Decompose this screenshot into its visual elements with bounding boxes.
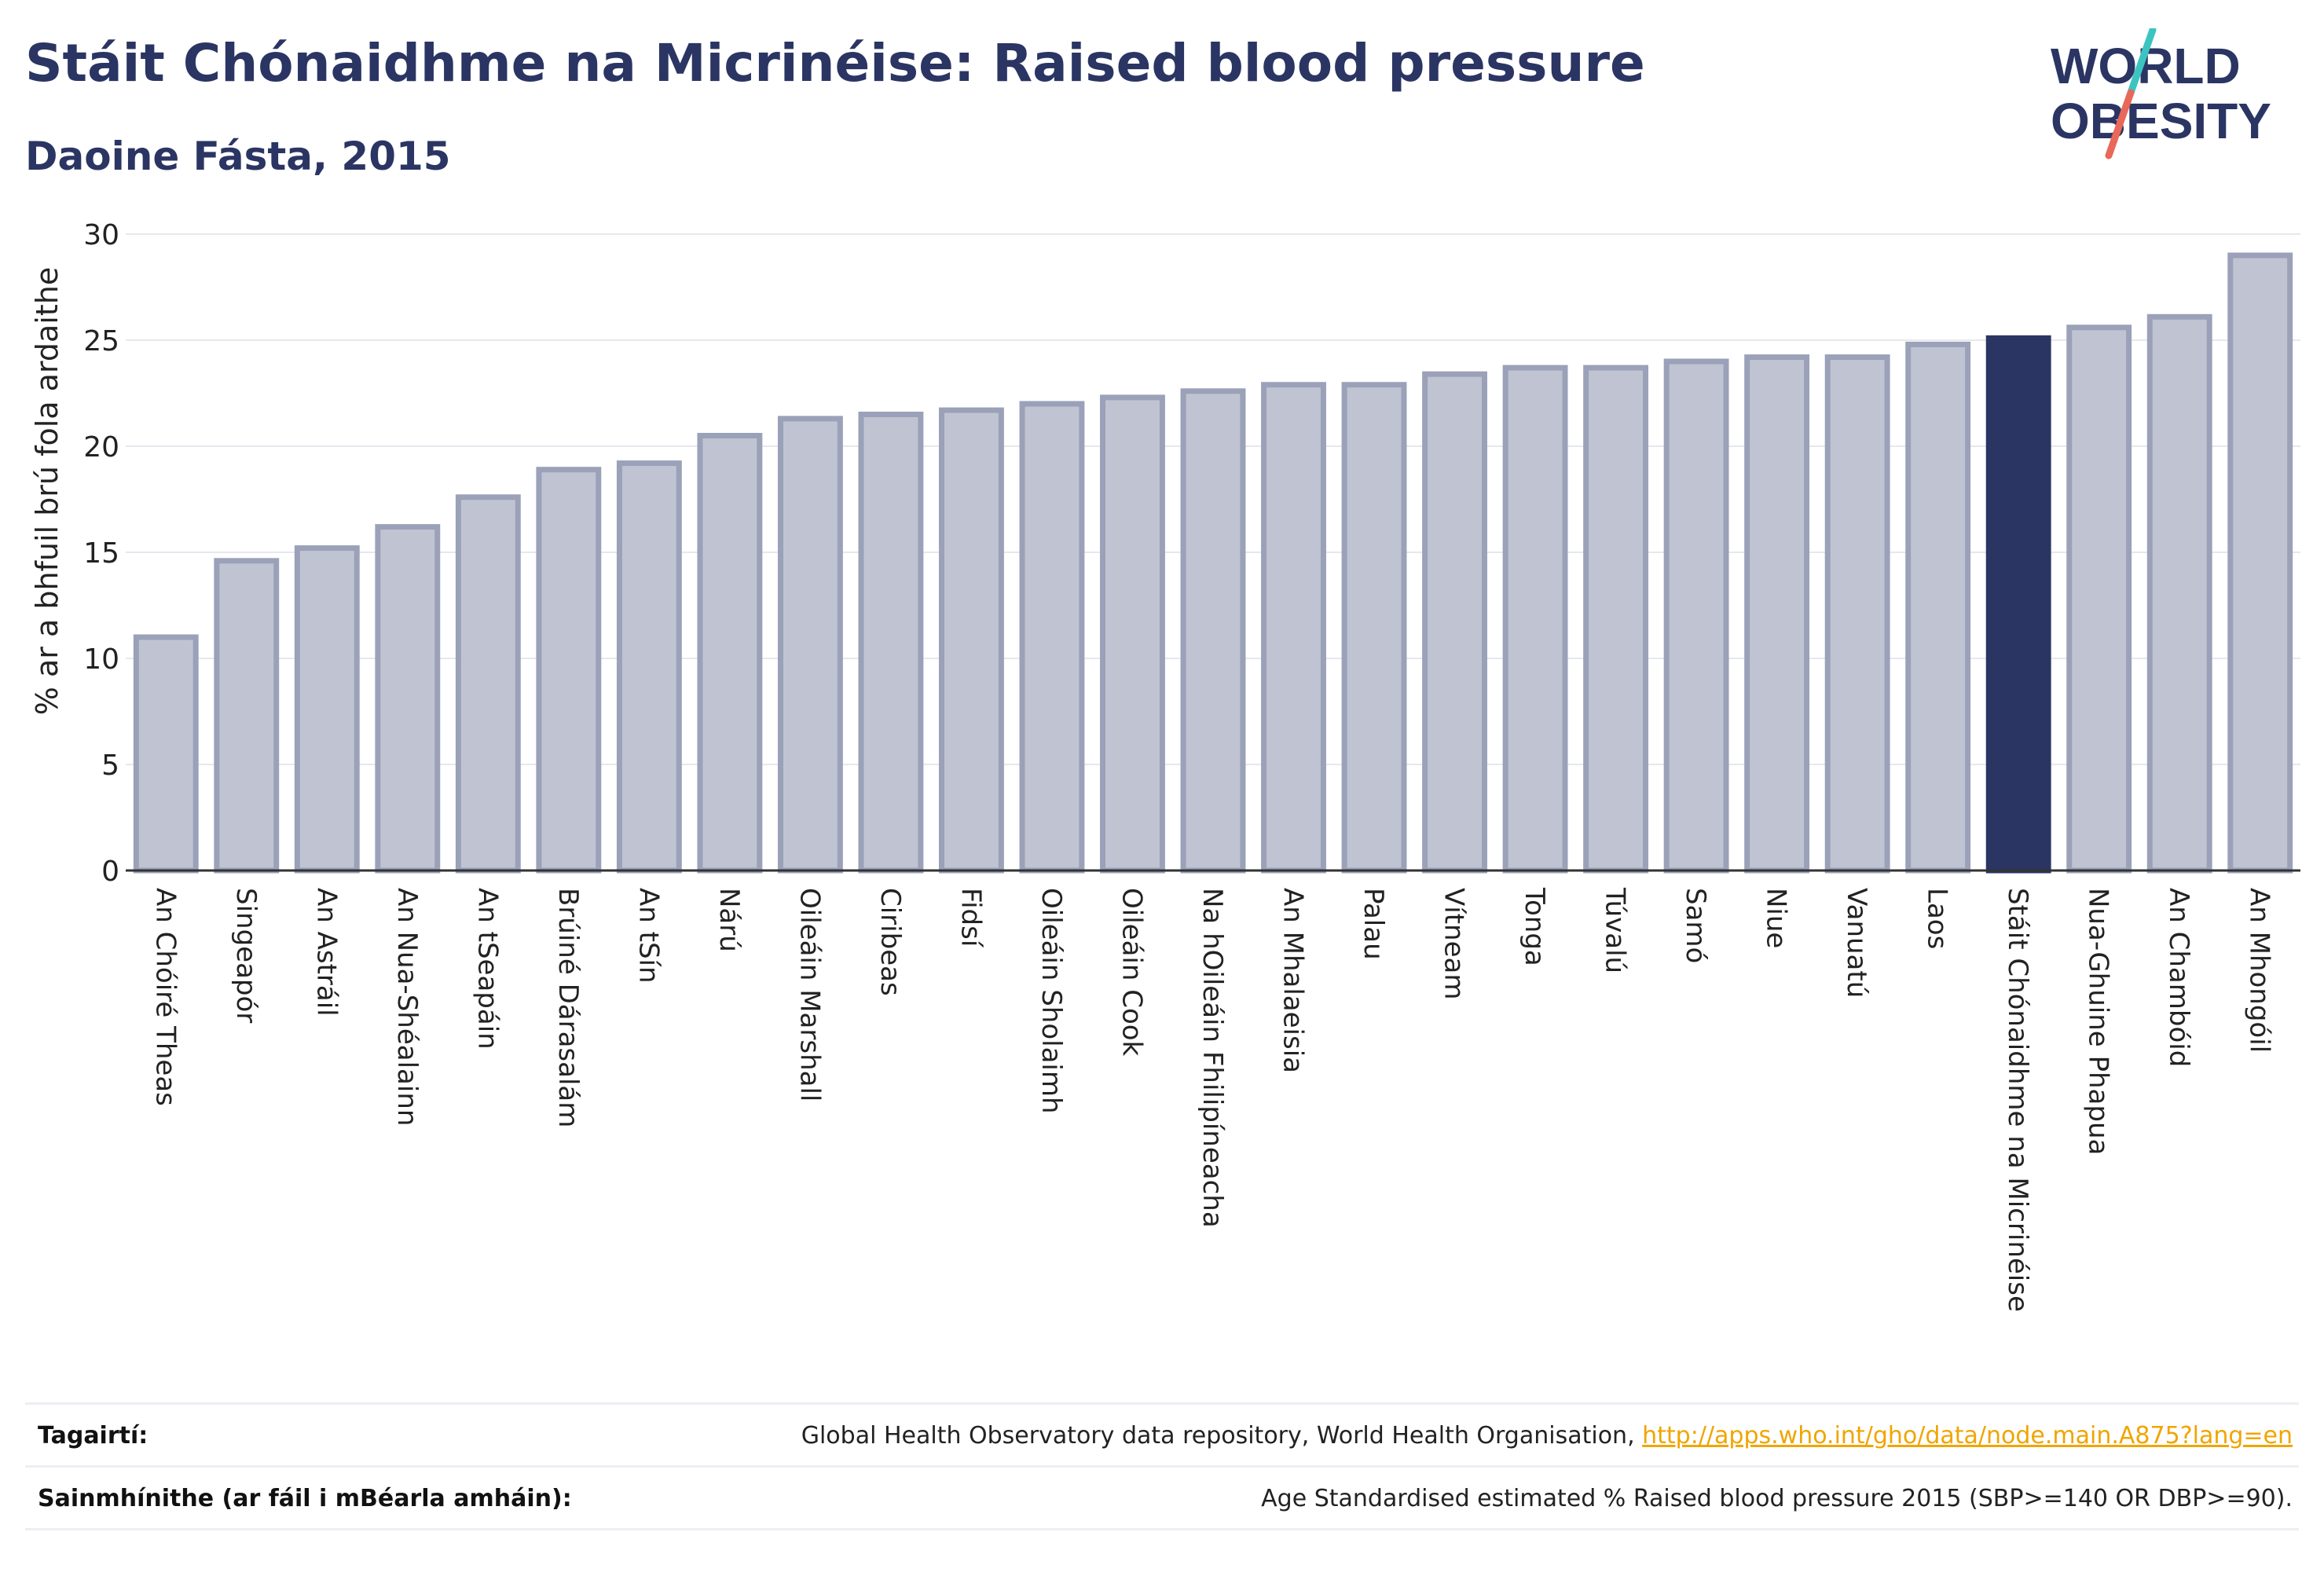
definitions-row: Sainmhínithe (ar fáil i mBéarla amháin):…: [25, 1465, 2299, 1530]
references-link[interactable]: http://apps.who.int/gho/data/node.main.A…: [1642, 1422, 2293, 1450]
x-tick-label: Niue: [1761, 888, 1792, 948]
references-value: Global Health Observatory data repositor…: [801, 1422, 2293, 1450]
x-tick-label: Oileáin Sholaimh: [1036, 888, 1067, 1114]
bar: [1019, 401, 1085, 874]
chart-title: Stáit Chónaidhme na Micrinéise: Raised b…: [25, 33, 1645, 93]
highlight-bar: [1985, 335, 2051, 874]
bar: [133, 634, 199, 874]
y-tick-label: 10: [83, 643, 119, 676]
world-obesity-logo: WORLD OBESITY: [2051, 28, 2271, 159]
x-tick-label: Palau: [1358, 888, 1389, 960]
bar: [1744, 354, 1810, 874]
y-tick-label: 25: [83, 325, 119, 357]
bar: [939, 407, 1004, 874]
x-tick-label: Túvalú: [1600, 887, 1631, 973]
x-tick-label: Tonga: [1519, 887, 1550, 966]
bar: [697, 433, 763, 874]
x-tick-label: Vanuatú: [1841, 888, 1872, 998]
bar: [1180, 388, 1246, 874]
bar: [1261, 382, 1326, 874]
x-tick-label: Samó: [1680, 888, 1711, 963]
bar: [214, 558, 280, 874]
definitions-label: Sainmhínithe (ar fáil i mBéarla amháin):: [38, 1485, 572, 1512]
bar: [1663, 358, 1729, 874]
bar: [1422, 371, 1487, 874]
references-text: Global Health Observatory data repositor…: [801, 1422, 1643, 1450]
bar: [858, 412, 924, 874]
x-tick-label: Laos: [1922, 888, 1953, 949]
x-tick-label: Oileáin Cook: [1116, 888, 1147, 1057]
bar: [2146, 313, 2212, 874]
x-tick-label: Brúiné Dárasalám: [552, 888, 584, 1127]
x-tick-label: An tSeapáin: [471, 888, 503, 1050]
bar: [375, 524, 441, 874]
x-tick-label: An Chambóid: [2163, 888, 2194, 1067]
definitions-value: Age Standardised estimated % Raised bloo…: [1261, 1485, 2293, 1512]
bar: [1824, 354, 1890, 874]
x-tick-label: Oileáin Marshall: [794, 888, 825, 1101]
bar-chart: 0 5 10 15 20 25 30 An Chóiré Theas Singeapór An A…: [83, 219, 2300, 1312]
y-tick-label: 0: [101, 856, 119, 888]
x-tick-label: An Chóiré Theas: [149, 888, 181, 1106]
bar: [1583, 365, 1649, 874]
references-row: Tagairtí: Global Health Observatory data…: [25, 1402, 2299, 1468]
bar: [2066, 324, 2132, 874]
x-tick-label: An Nua-Shéalainn: [391, 888, 423, 1126]
bar: [777, 416, 843, 874]
y-tick-label: 30: [83, 219, 119, 251]
logo-slash-top: [2127, 28, 2157, 97]
bar: [616, 460, 682, 874]
bar: [1100, 394, 1165, 874]
bar: [455, 494, 521, 874]
bar: [536, 467, 602, 874]
x-tick-label: Singeapór: [230, 888, 262, 1023]
y-tick-label: 20: [83, 431, 119, 464]
y-tick-label: 5: [101, 750, 119, 782]
x-tick-label: Nua-Ghuine Phapua: [2083, 888, 2114, 1155]
x-tick-label: Stáit Chónaidhme na Micrinéise: [2002, 888, 2033, 1312]
x-tick-label: An Mhongóil: [2244, 888, 2275, 1053]
x-tick-label: An Mhalaeisia: [1277, 888, 1309, 1073]
x-tick-label: Fidsí: [955, 888, 986, 948]
bar: [2227, 252, 2293, 874]
x-tick-label: Ciribeas: [874, 888, 906, 996]
logo-line-2: OBESITY: [2051, 93, 2271, 149]
x-tick-label: Na hOileáin Fhilipíneacha: [1197, 888, 1228, 1228]
y-tick-label: 15: [83, 537, 119, 570]
chart-subtitle: Daoine Fásta, 2015: [25, 134, 451, 179]
x-tick-label: Nárú: [713, 888, 745, 952]
bar: [1502, 365, 1568, 874]
x-tick-label: An Astráil: [310, 888, 342, 1017]
references-label: Tagairtí:: [38, 1422, 148, 1450]
x-tick-label: Vítneam: [1439, 888, 1470, 999]
bar: [294, 545, 360, 874]
bar: [1341, 382, 1407, 874]
x-tick-label: An tSín: [632, 888, 664, 984]
bar: [1905, 341, 1971, 874]
logo-slash-bottom: [2105, 89, 2135, 159]
